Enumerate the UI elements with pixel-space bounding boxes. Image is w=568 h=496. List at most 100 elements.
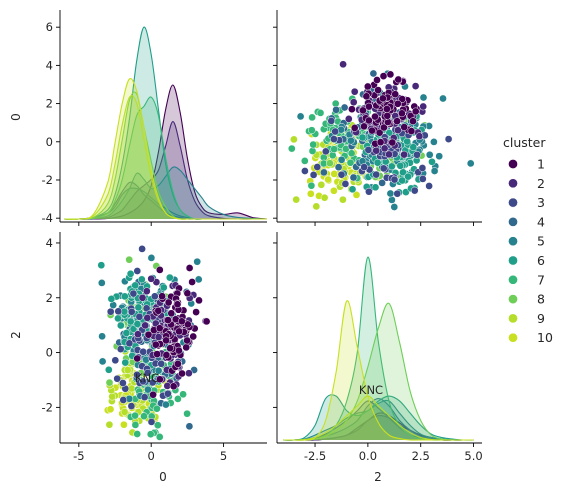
scatter-point-cluster-2 xyxy=(380,144,389,153)
scatter-point-cluster-5 xyxy=(430,138,438,146)
scatter-point-cluster-2 xyxy=(350,87,359,96)
scatter-point-cluster-1 xyxy=(407,127,416,135)
scatter-point-cluster-7 xyxy=(309,140,318,149)
scatter-point-cluster-9 xyxy=(290,135,298,144)
scatter-point-cluster-1 xyxy=(175,327,183,336)
scatter-point-cluster-1 xyxy=(153,350,161,358)
scatter-point-cluster-7 xyxy=(153,404,161,413)
scatter-point-cluster-6 xyxy=(126,269,135,278)
y-tick-label: -2 xyxy=(42,400,53,414)
scatter-point-cluster-1 xyxy=(411,107,420,116)
scatter-point-cluster-6 xyxy=(409,143,418,152)
scatter-point-cluster-3 xyxy=(143,368,152,377)
scatter-point-cluster-6 xyxy=(120,292,129,301)
y-axis-label-0: 0 xyxy=(9,113,23,121)
scatter-point-cluster-3 xyxy=(135,312,144,321)
scatter-point-cluster-2 xyxy=(411,82,420,90)
kde-line-cluster-8 xyxy=(283,302,474,441)
scatter-point-cluster-6 xyxy=(371,183,380,192)
scatter-point-cluster-5 xyxy=(194,275,203,284)
scatter-point-cluster-3 xyxy=(139,377,147,386)
scatter-point-cluster-6 xyxy=(396,161,405,170)
scatter-point-cluster-7 xyxy=(131,411,139,420)
scatter-point-cluster-3 xyxy=(410,186,419,195)
scatter-point-cluster-3 xyxy=(364,146,373,154)
legend-label-cluster-10: 10 xyxy=(537,330,553,345)
kde-fill-cluster-10 xyxy=(64,78,268,220)
scatter-point-cluster-6 xyxy=(358,133,367,142)
scatter-point-cluster-3 xyxy=(309,171,318,179)
scatter-point-cluster-10 xyxy=(106,405,115,414)
x-tick-label: 0 xyxy=(148,449,155,463)
scatter-point-cluster-2 xyxy=(185,369,193,378)
scatter-point-cluster-1 xyxy=(183,289,192,298)
scatter-point-cluster-3 xyxy=(147,418,156,426)
kde-line-cluster-10 xyxy=(283,300,474,441)
scatter-point-cluster-3 xyxy=(114,307,123,316)
scatter-point-cluster-1 xyxy=(371,112,379,121)
scatter-point-cluster-3 xyxy=(138,245,146,253)
scatter-point-cluster-9 xyxy=(108,392,117,401)
scatter-point-cluster-6 xyxy=(131,281,140,290)
scatter-point-cluster-6 xyxy=(398,176,407,185)
y-tick-label: 4 xyxy=(46,58,53,72)
scatter-point-cluster-7 xyxy=(330,145,338,154)
legend-label-cluster-1: 1 xyxy=(537,157,545,172)
legend-marker-cluster-7 xyxy=(508,274,518,285)
scatter-point-cluster-6 xyxy=(165,273,174,282)
scatter-point-cluster-5 xyxy=(386,189,395,198)
scatter-point-cluster-7 xyxy=(307,181,316,190)
kde-fill-cluster-9 xyxy=(64,95,268,220)
scatter-point-cluster-9 xyxy=(292,195,301,204)
legend-label-cluster-7: 7 xyxy=(537,272,545,287)
scatter-point-cluster-3 xyxy=(444,135,453,143)
scatter-point-cluster-3 xyxy=(337,170,346,179)
scatter-point-cluster-6 xyxy=(348,185,357,194)
scatter-point-cluster-2 xyxy=(142,287,151,296)
scatter-point-cluster-1 xyxy=(365,116,373,125)
scatter-point-cluster-9 xyxy=(339,195,347,204)
scatter-point-cluster-7 xyxy=(179,390,187,399)
scatter-point-cluster-1 xyxy=(409,117,417,126)
panel-scatter-2-vs-0: 4 2 0 -2 -5 0 5 xyxy=(42,232,267,463)
legend-label-cluster-6: 6 xyxy=(537,253,545,268)
scatter-point-cluster-1 xyxy=(155,324,164,333)
legend-marker-cluster-3 xyxy=(508,197,518,208)
legend-marker-cluster-1 xyxy=(508,159,518,169)
kde-fill-cluster-1 xyxy=(283,412,474,441)
legend-marker-cluster-8 xyxy=(508,294,518,304)
scatter-point-cluster-5 xyxy=(337,155,346,164)
scatter-point-cluster-1 xyxy=(373,76,381,84)
legend-label-cluster-9: 9 xyxy=(537,311,545,326)
scatter-point-cluster-6 xyxy=(373,158,382,167)
x-tick-label: -2.5 xyxy=(304,449,326,463)
scatter-point-cluster-2 xyxy=(394,126,402,135)
scatter-point-cluster-10 xyxy=(330,186,338,195)
scatter-point-cluster-6 xyxy=(387,162,396,171)
scatter-point-cluster-2 xyxy=(415,132,424,141)
legend-marker-cluster-10 xyxy=(508,332,518,343)
scatter-point-cluster-4 xyxy=(378,179,386,187)
scatter-point-cluster-7 xyxy=(133,430,142,438)
scatter-point-cluster-9 xyxy=(320,193,329,202)
scatter-point-cluster-1 xyxy=(188,278,196,286)
scatter-point-cluster-1 xyxy=(183,336,191,345)
kde-line-cluster-10 xyxy=(64,77,267,220)
kde-fill-cluster-9 xyxy=(283,396,474,441)
y-tick-label: 0 xyxy=(46,346,53,360)
kde-fill-cluster-8 xyxy=(283,303,474,441)
legend-label-cluster-2: 2 xyxy=(537,176,545,191)
scatter-point-cluster-3 xyxy=(125,339,134,348)
kde-fill-cluster-3 xyxy=(283,400,474,441)
scatter-point-cluster-5 xyxy=(193,257,202,266)
scatter-point-cluster-3 xyxy=(365,187,373,196)
x-tick-label: 5.0 xyxy=(464,449,482,463)
scatter-point-cluster-6 xyxy=(116,321,125,330)
scatter-point-cluster-9 xyxy=(312,202,321,211)
scatter-point-cluster-7 xyxy=(300,157,309,165)
scatter-point-cluster-4 xyxy=(369,69,378,78)
scatter-point-cluster-3 xyxy=(113,374,122,383)
scatter-point-cluster-7 xyxy=(308,113,316,122)
legend-label-cluster-8: 8 xyxy=(537,292,545,307)
scatter-point-cluster-1 xyxy=(189,332,198,341)
